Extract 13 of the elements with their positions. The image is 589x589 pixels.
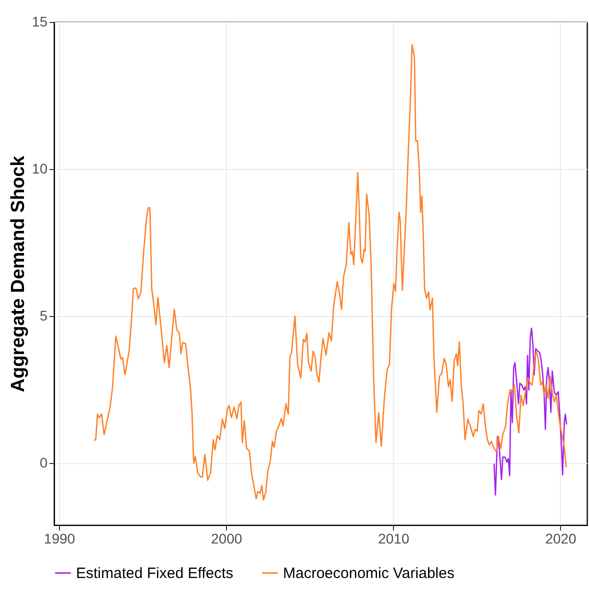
legend-label: Macroeconomic Variables	[283, 565, 454, 582]
x-tick-label: 2010	[378, 530, 410, 546]
x-tick-label: 2000	[211, 530, 242, 546]
legend-label: Estimated Fixed Effects	[76, 565, 234, 582]
x-tick-label: 2020	[545, 530, 577, 546]
y-tick-label: 10	[32, 160, 48, 177]
y-tick-label: 15	[32, 14, 48, 30]
line-series	[493, 328, 568, 496]
line-series	[93, 44, 567, 501]
y-axis-title: Aggregate Demand Shock	[8, 155, 29, 392]
x-tick-label: 1990	[44, 530, 76, 546]
y-tick-label: 5	[40, 308, 48, 324]
y-tick-label: 0	[40, 454, 48, 471]
